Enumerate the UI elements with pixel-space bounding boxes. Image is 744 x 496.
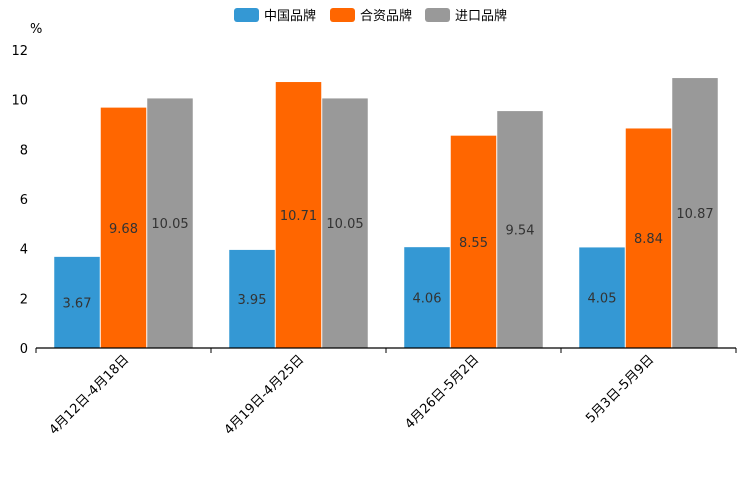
bar-data-label: 3.67 — [63, 296, 92, 311]
bar-3-1 — [147, 98, 193, 348]
x-tick-label: 4月26日-5月2日 — [402, 352, 482, 432]
bar-2-1 — [100, 107, 147, 348]
bar-data-label: 8.55 — [459, 236, 488, 251]
y-axis-unit-label: % — [30, 22, 42, 37]
bar-data-label: 10.05 — [326, 217, 363, 232]
bar-data-label: 9.68 — [109, 222, 138, 237]
bar-2-3 — [450, 135, 497, 348]
y-tick-label: 4 — [20, 243, 28, 258]
bar-1-3 — [404, 247, 450, 348]
y-tick-label: 10 — [11, 94, 28, 109]
x-axis: 4月12日-4月18日 4月19日-4月25日 4月26日-5月2日 5月3日-5月9… — [35, 347, 737, 438]
y-axis: 0 2 4 6 8 10 12 — [11, 44, 28, 357]
y-tick-label: 6 — [20, 193, 28, 208]
bar-1-1 — [54, 256, 100, 348]
legend-swatch-1 — [234, 8, 259, 22]
y-tick-label: 2 — [20, 292, 28, 307]
legend: 中国品牌 合资品牌 进口品牌 — [234, 8, 507, 24]
bar-data-label: 10.87 — [676, 207, 713, 222]
legend-label-1: 中国品牌 — [264, 8, 316, 24]
legend-swatch-3 — [425, 8, 450, 22]
bar-data-label: 9.54 — [506, 224, 535, 239]
bar-1-4 — [579, 247, 625, 348]
y-tick-label: 12 — [11, 44, 28, 59]
y-tick-label: 8 — [20, 143, 28, 158]
legend-label-3: 进口品牌 — [455, 8, 507, 24]
x-tick-label: 5月3日-5月9日 — [583, 352, 657, 426]
bar-3-2 — [322, 98, 368, 348]
bar-2-2 — [275, 82, 322, 348]
bar-2-4 — [625, 128, 672, 348]
bar-1-2 — [229, 249, 275, 348]
bar-data-label: 10.05 — [151, 217, 188, 232]
bar-3-4 — [672, 78, 718, 348]
bar-data-label: 8.84 — [634, 232, 663, 247]
x-tick-label: 4月19日-4月25日 — [222, 352, 308, 438]
bar-data-label: 10.71 — [280, 209, 317, 224]
y-tick-label: 0 — [20, 342, 28, 357]
bars: 3.67 9.68 10.05 3.95 10.71 10.05 4.06 8.55 9.54 4… — [54, 78, 718, 348]
bar-data-label: 4.06 — [413, 292, 442, 307]
bar-data-label: 3.95 — [238, 293, 267, 308]
legend-label-2: 合资品牌 — [360, 8, 412, 24]
bar-data-label: 4.05 — [588, 292, 617, 307]
legend-swatch-2 — [330, 8, 355, 22]
x-tick-label: 4月12日-4月18日 — [47, 352, 133, 438]
bar-3-3 — [497, 111, 543, 348]
